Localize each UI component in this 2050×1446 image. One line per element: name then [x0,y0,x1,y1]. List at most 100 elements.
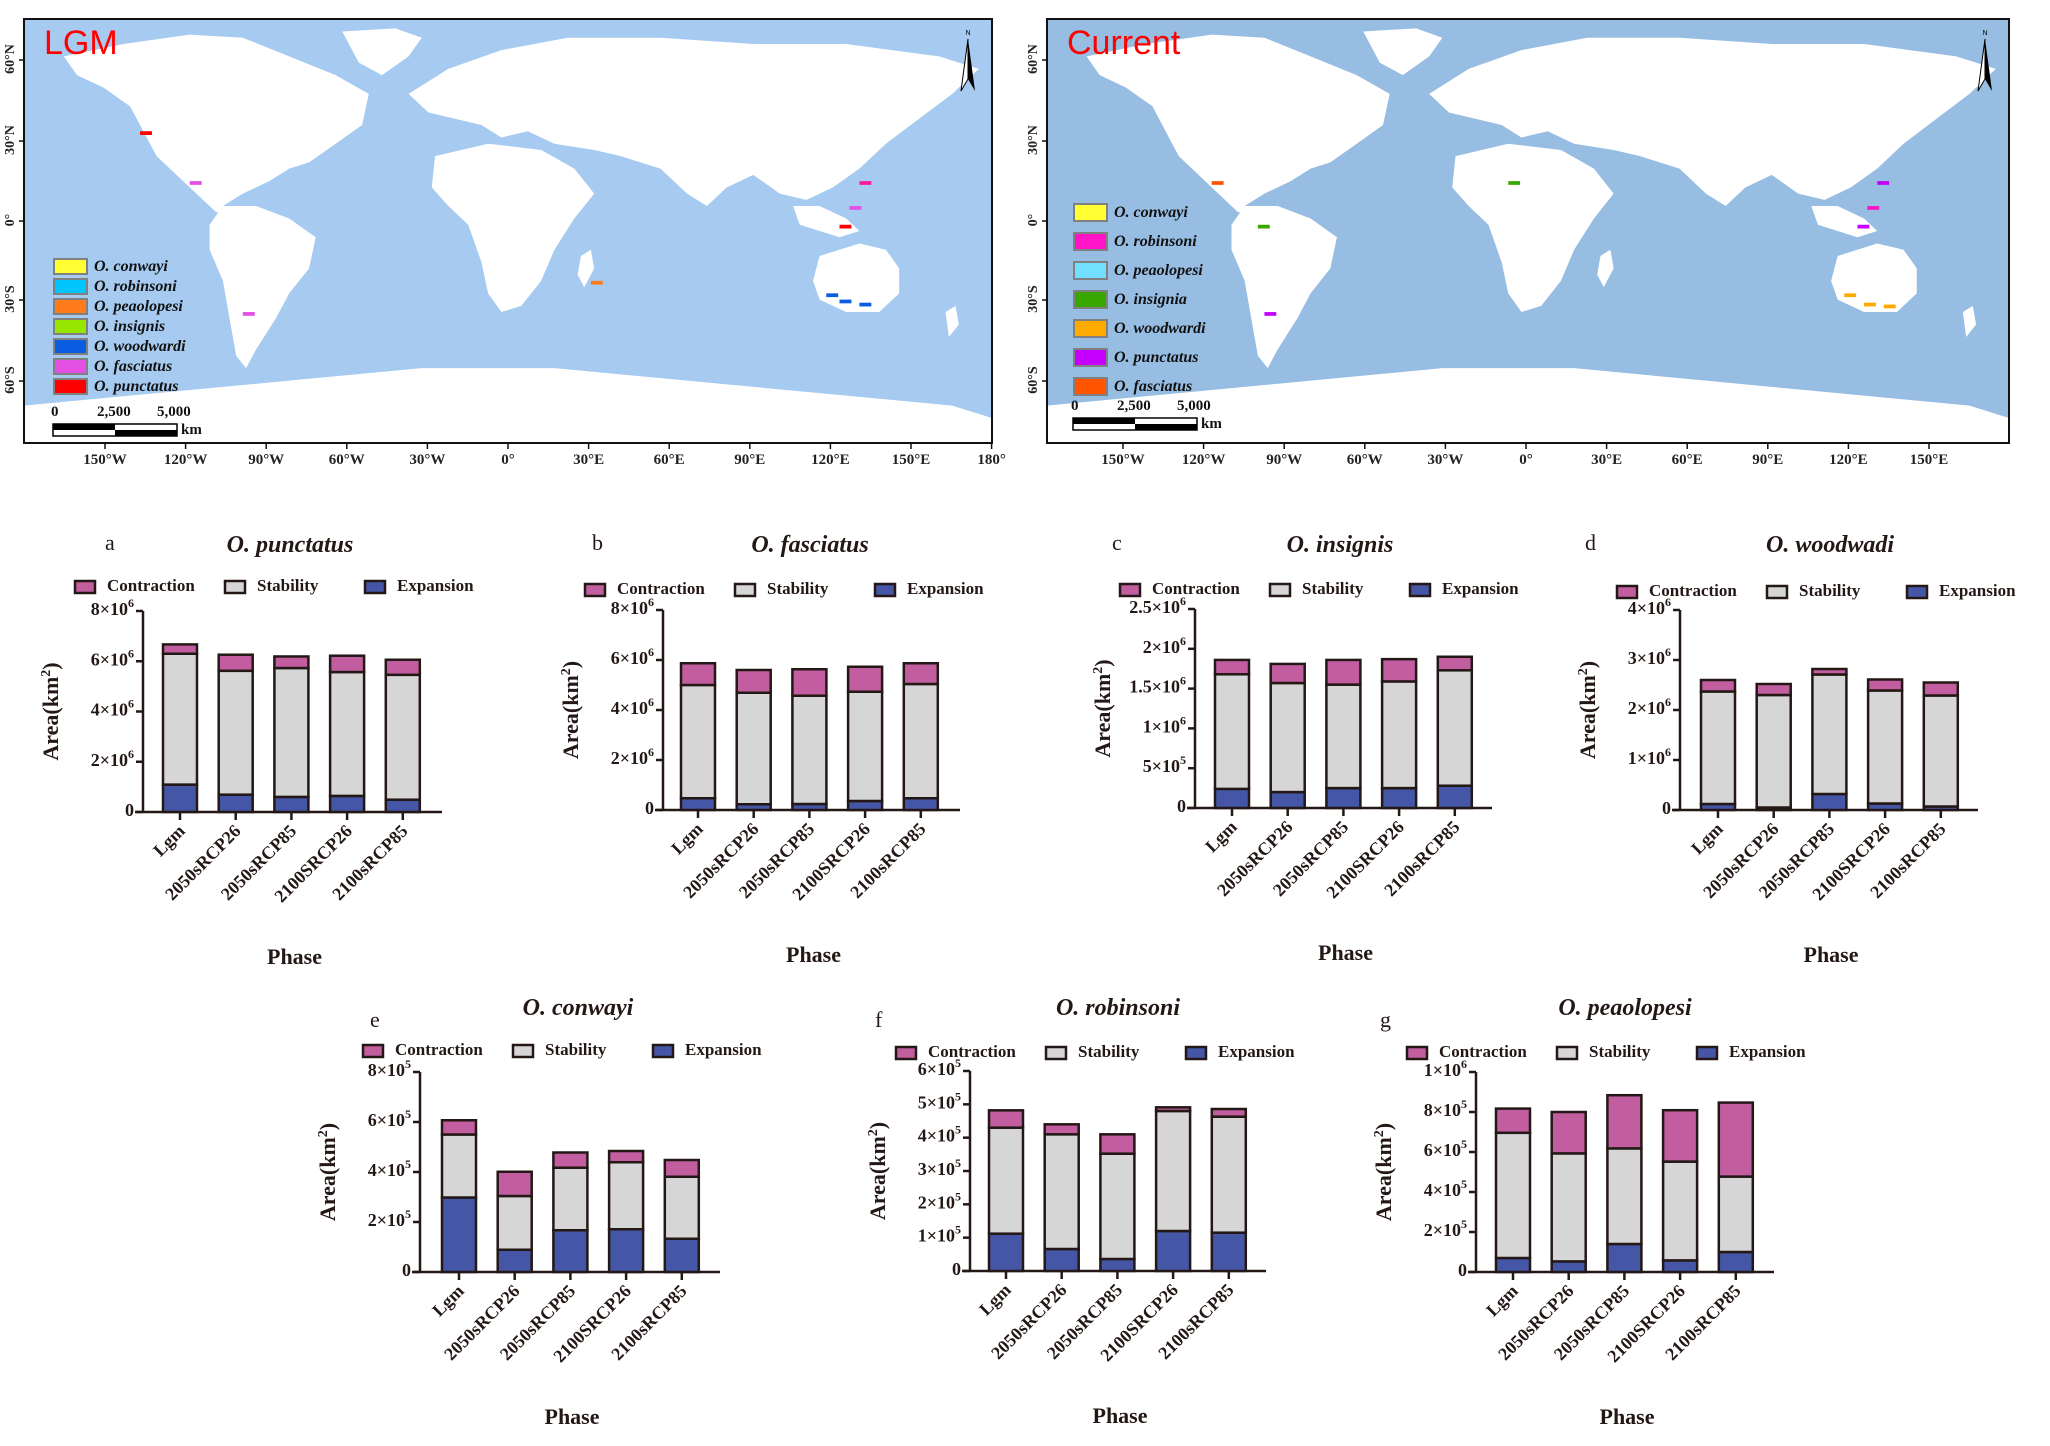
x-tick-label: 30°E [1591,452,1623,468]
bar-expansion [1043,1247,1080,1273]
bar-expansion [161,783,199,814]
y-tick-label: 4×105 [1424,1177,1467,1200]
bar-stability [1325,683,1362,790]
bar-stability [1606,1147,1643,1246]
bar-expansion [663,1237,701,1274]
y-tick-label: 3×106 [1628,645,1671,668]
bar-expansion [607,1228,645,1274]
panel-letter: b [592,530,603,555]
occurrence-mark [590,280,603,285]
occurrence-mark [839,224,852,229]
bar-expansion [1717,1250,1755,1274]
bar-stability [1755,693,1792,809]
map-lgm: N 150°W 120°W 90°W 60°W 30°W 0° 30°E 60°E 90°E 120… [0,0,1025,490]
scale-label: 5,000 [1177,398,1211,414]
y-tick-label: 0 [125,800,134,820]
land-greenland [1363,28,1443,76]
bar-expansion [273,795,310,814]
legend-swatch [1118,582,1142,598]
occurrence-mark [1864,302,1876,307]
legend-item-expansion: Expansion [873,579,984,598]
y-tick-label: 1×106 [1628,745,1671,768]
legend-item-expansion: Expansion [1695,1042,1806,1061]
land-seAsia [793,206,860,238]
legend-swatch [894,1045,918,1061]
land-greenland [342,28,422,76]
bar-expansion [552,1229,589,1274]
legend-swatch [1184,1045,1208,1061]
legend-label: O. insignis [94,317,166,335]
land-northAmerica [63,34,369,213]
y-tick-label: 0 [645,798,654,818]
legend-item: O. peaolopesi [1073,261,1203,280]
legend-label: Contraction [1649,581,1737,600]
legend-swatch [1073,232,1108,251]
occurrence-mark [849,206,862,210]
bar-contraction [1755,682,1792,697]
x-tick-label: 0° [501,452,515,468]
y-tick-label: 30°N [1026,125,1041,155]
bar-expansion [496,1248,533,1274]
y-tick-label: 2×106 [611,745,654,768]
legend-swatch [733,582,757,598]
x-tick-label: Lgm [1482,1281,1522,1321]
bar-contraction [846,665,884,693]
legend-item-contraction: Contraction [73,576,195,595]
legend-label: Stability [1799,581,1861,600]
bar-contraction [273,655,310,670]
occurrence-mark [242,312,255,316]
y-axis-label: Area(km2) [1371,1123,1396,1221]
legend-swatch [53,358,88,375]
land-africa [431,143,595,313]
scale-label: 0 [1071,398,1079,414]
occurrence-mark [1264,312,1277,316]
legend-item-expansion: Expansion [651,1040,762,1059]
y-tick-label: 8×106 [611,595,654,618]
chart-title: O. peaolopesi [1558,995,1692,1021]
y-tick-label: 8×105 [368,1057,411,1080]
bar-expansion [1380,786,1418,810]
legend-item: O. robinsoni [53,278,177,295]
panel-letter: a [105,530,115,555]
occurrence-mark [1508,181,1521,185]
chart-c-o-insignis: c O. insignis Contraction Stability Expansio… [1040,520,1560,990]
y-tick-label: 2.5×106 [1129,594,1186,617]
scale-label: 0 [51,404,59,420]
y-tick-label: 30°N [3,125,18,155]
bar-stability [384,673,422,801]
x-axis-label: Phase [545,1404,600,1429]
legend-item: O. fasciatus [1073,377,1192,396]
bar-expansion [1099,1257,1136,1273]
map-canvas: N [19,18,993,449]
bar-contraction [1099,1133,1136,1155]
chart-svg: f O. robinsoni Contraction Stability Expansi… [865,995,1295,1428]
y-tick-label: 1×106 [1143,713,1186,736]
legend-swatch [53,378,88,395]
x-axis-label: Phase [786,942,841,967]
y-tick-label: 8×105 [1424,1097,1467,1120]
bar-stability [217,669,254,796]
legend-item: O. insignia [1073,290,1187,309]
bar-contraction [328,654,366,674]
north-label: N [965,30,970,37]
bar-expansion [902,797,940,812]
bar-contraction [679,662,717,687]
legend-swatch [53,318,88,335]
legend-label: Expansion [907,579,984,598]
chart-f-o-robinsoni: f O. robinsoni Contraction Stability Expansi… [860,995,1330,1441]
y-tick-label: 2×105 [918,1189,961,1212]
y-tick-label: 2×105 [1424,1217,1467,1240]
x-tick-label: 30°W [409,452,446,468]
legend-label: Stability [545,1040,607,1059]
bar-stability [273,666,310,799]
legend-label: Contraction [1152,579,1240,598]
legend-item-contraction: Contraction [894,1042,1016,1061]
bar-stability [1550,1152,1587,1263]
bar-stability [987,1126,1025,1235]
bar-stability [791,694,828,806]
north-arrow-icon: N [1977,30,1992,92]
legend-label: O. conwayi [1114,203,1188,221]
x-axis-label: Phase [1600,1404,1655,1429]
legend-item-contraction: Contraction [1405,1042,1527,1061]
bar-expansion [328,794,366,814]
